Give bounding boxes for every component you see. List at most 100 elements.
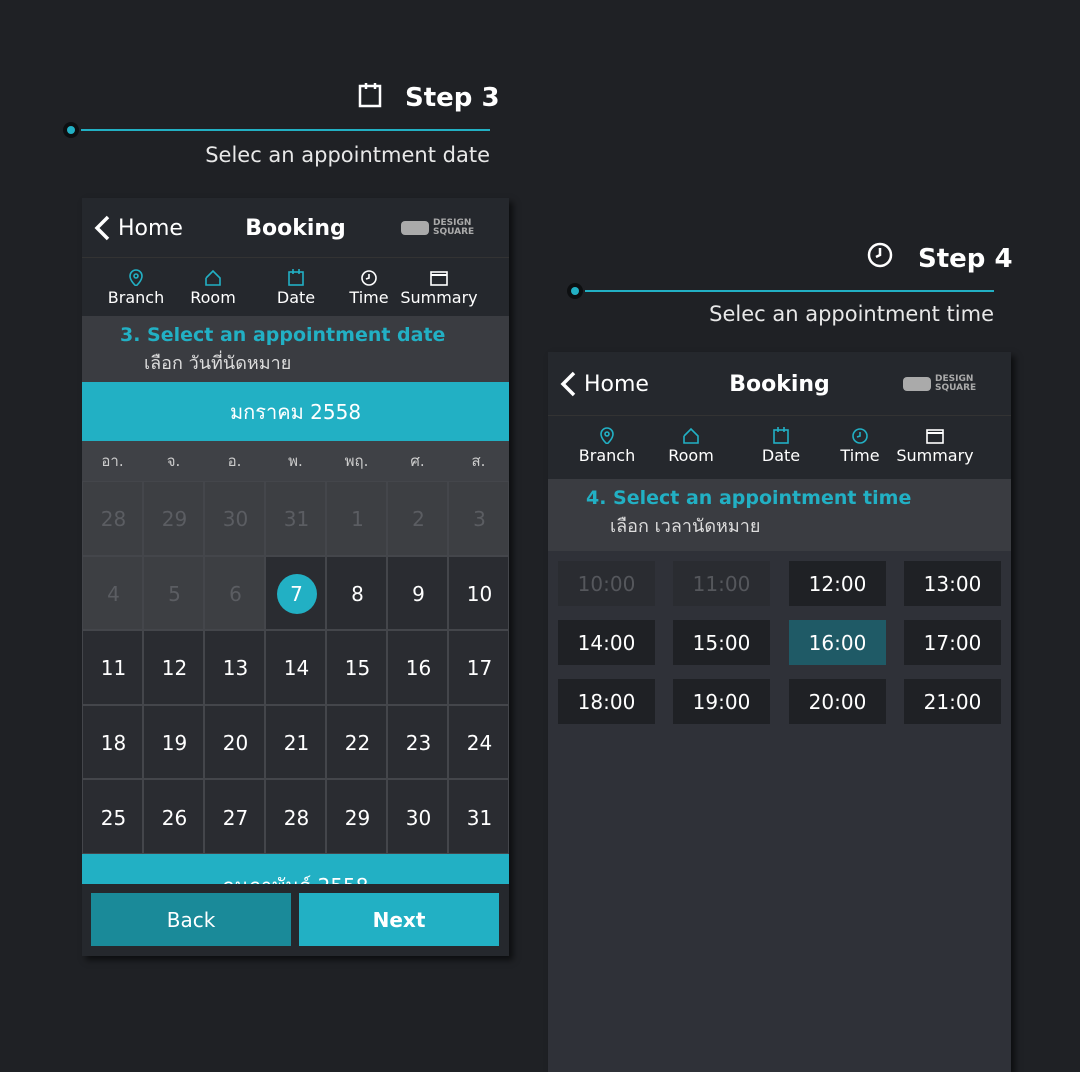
time-slot[interactable]: 12:00: [789, 561, 886, 606]
day-cell[interactable]: 22: [326, 704, 387, 780]
tab-label[interactable]: Summary: [896, 445, 974, 465]
tab-icon: [772, 426, 790, 444]
day-cell[interactable]: 23: [387, 704, 448, 780]
day-cell[interactable]: 15: [326, 630, 387, 705]
day-cell: 28: [82, 481, 143, 556]
day-number: 29: [344, 805, 371, 830]
day-cell[interactable]: 30: [387, 779, 448, 854]
tab-icon-svg: [852, 428, 868, 444]
day-cell: 3: [448, 481, 509, 556]
day-cell[interactable]: 26: [143, 779, 204, 854]
day-number: 29: [161, 507, 188, 532]
step-icon-svg: [358, 83, 382, 108]
day-cell[interactable]: 27: [204, 779, 265, 854]
day-cell[interactable]: 17: [448, 630, 509, 705]
tab-label[interactable]: Time: [840, 445, 880, 465]
time-slot[interactable]: 20:00: [789, 679, 886, 724]
step-subtitle: Selec an appointment date: [205, 143, 490, 167]
heading-text: 4. Select an appointment time: [586, 487, 912, 509]
day-number: 14: [283, 656, 310, 681]
back-link[interactable]: Home: [118, 215, 183, 241]
day-number: 7: [290, 581, 303, 606]
time-slot[interactable]: 13:00: [904, 561, 1001, 606]
time-slot[interactable]: 14:00: [558, 620, 655, 665]
time-slot[interactable]: 21:00: [904, 679, 1001, 724]
day-number: 13: [222, 656, 249, 681]
back-button[interactable]: Back: [91, 893, 291, 946]
day-number: 10: [466, 581, 493, 606]
day-cell[interactable]: 29: [326, 779, 387, 854]
tab-icon-svg: [683, 427, 699, 444]
day-number: 15: [344, 656, 371, 681]
day-cell[interactable]: 18: [82, 704, 143, 780]
day-cell[interactable]: 9: [387, 555, 448, 631]
day-cell[interactable]: 19: [143, 704, 204, 780]
day-cell[interactable]: 20: [204, 704, 265, 780]
day-cell[interactable]: 12: [143, 630, 204, 705]
step-title: Step 3: [405, 83, 500, 113]
time-slot[interactable]: 19:00: [673, 679, 770, 724]
tab-label[interactable]: Branch: [578, 445, 636, 465]
app-header: Home Booking DESIGN SQUARE: [82, 198, 509, 258]
day-cell[interactable]: 13: [204, 630, 265, 705]
day-number: 12: [161, 656, 188, 681]
day-number: 28: [283, 805, 310, 830]
day-number: 24: [466, 731, 493, 756]
day-number: 30: [222, 507, 249, 532]
heading-thai: เลือก วันที่นัดหมาย: [144, 352, 292, 374]
logo-mark: [401, 221, 429, 235]
phone-screen: Home Booking DESIGN SQUARE Branch Room Date Tim…: [82, 198, 509, 956]
next-button[interactable]: Next: [299, 893, 499, 946]
day-cell[interactable]: 28: [265, 779, 326, 854]
section-heading: 4. Select an appointment time เลือก เวลาน…: [548, 479, 1011, 551]
tab-icon: [127, 268, 145, 286]
day-cell[interactable]: 10: [448, 555, 509, 631]
step-icon: [867, 242, 895, 270]
tab-icon-svg: [361, 270, 377, 286]
day-number: 27: [222, 805, 249, 830]
time-slot: 10:00: [558, 561, 655, 606]
day-cell: 1: [326, 481, 387, 556]
day-number: 19: [161, 731, 188, 756]
step-subtitle: Selec an appointment time: [709, 302, 994, 326]
tab-label[interactable]: Room: [190, 287, 236, 307]
step-icon: [358, 82, 386, 110]
day-cell[interactable]: 25: [82, 779, 143, 854]
back-link[interactable]: Home: [584, 371, 649, 397]
tab-label[interactable]: Room: [668, 445, 714, 465]
step-line: [585, 290, 994, 292]
day-number: 31: [283, 507, 310, 532]
time-slot[interactable]: 18:00: [558, 679, 655, 724]
day-number: 3: [473, 507, 486, 532]
day-number: 18: [100, 731, 127, 756]
weekday: พฤ.: [326, 441, 387, 481]
time-slot[interactable]: 17:00: [904, 620, 1001, 665]
day-cell: 29: [143, 481, 204, 556]
tab-label[interactable]: Time: [349, 287, 389, 307]
day-cell[interactable]: 16: [387, 630, 448, 705]
tab-label[interactable]: Summary: [400, 287, 478, 307]
day-number: 22: [344, 731, 371, 756]
day-cell[interactable]: 7: [265, 555, 326, 631]
tab-label[interactable]: Date: [761, 445, 801, 465]
day-number: 21: [283, 731, 310, 756]
day-cell[interactable]: 8: [326, 555, 387, 631]
day-number: 30: [405, 805, 432, 830]
day-cell: 6: [204, 555, 265, 631]
day-number: 6: [229, 581, 242, 606]
weekday: ศ.: [387, 441, 448, 481]
day-cell[interactable]: 21: [265, 704, 326, 780]
time-slot[interactable]: 16:00: [789, 620, 886, 665]
tab-label[interactable]: Branch: [107, 287, 165, 307]
time-slot[interactable]: 15:00: [673, 620, 770, 665]
day-cell[interactable]: 11: [82, 630, 143, 705]
tab-icon-svg: [288, 269, 304, 286]
day-cell[interactable]: 31: [448, 779, 509, 854]
back-arrow: [92, 214, 112, 242]
day-cell[interactable]: 14: [265, 630, 326, 705]
day-number: 9: [412, 581, 425, 606]
tab-label[interactable]: Date: [276, 287, 316, 307]
day-cell[interactable]: 24: [448, 704, 509, 780]
step-icon-svg: [867, 242, 893, 268]
day-number: 2: [412, 507, 425, 532]
